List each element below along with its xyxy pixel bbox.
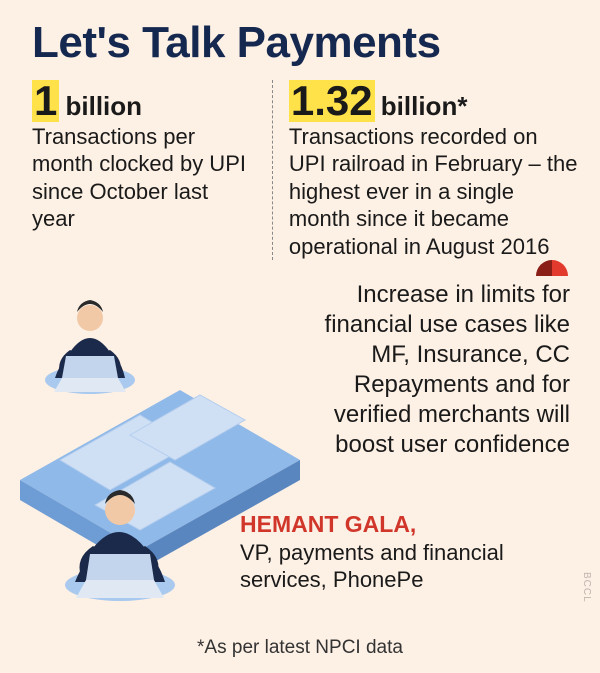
watermark: BCCL xyxy=(581,572,592,603)
stats-row: 1 billion Transactions per month clocked… xyxy=(0,80,600,260)
stat-left-text: Transactions per month clocked by UPI si… xyxy=(32,124,246,232)
stat-left: 1 billion Transactions per month clocked… xyxy=(32,80,272,260)
headline: Let's Talk Payments xyxy=(0,0,600,80)
quote-text: Increase in limits for financial use cas… xyxy=(325,281,570,458)
attribution-name: HEMANT GALA, xyxy=(240,510,570,539)
stat-right-unit: billion* xyxy=(381,91,468,121)
stat-right-text: Transactions recorded on UPI railroad in… xyxy=(289,124,578,259)
stat-right: 1.32 billion* Transactions recorded on U… xyxy=(272,80,580,260)
quote-block: Increase in limits for financial use cas… xyxy=(280,280,570,460)
stat-left-number: 1 xyxy=(32,80,59,122)
attribution-title: VP, payments and financial services, Pho… xyxy=(240,539,570,594)
attribution-block: HEMANT GALA, VP, payments and financial … xyxy=(240,510,570,594)
stat-left-unit: billion xyxy=(65,91,142,121)
quote-arc-icon xyxy=(534,258,570,294)
stat-right-number: 1.32 xyxy=(289,80,375,122)
footnote: *As per latest NPCI data xyxy=(0,637,600,659)
